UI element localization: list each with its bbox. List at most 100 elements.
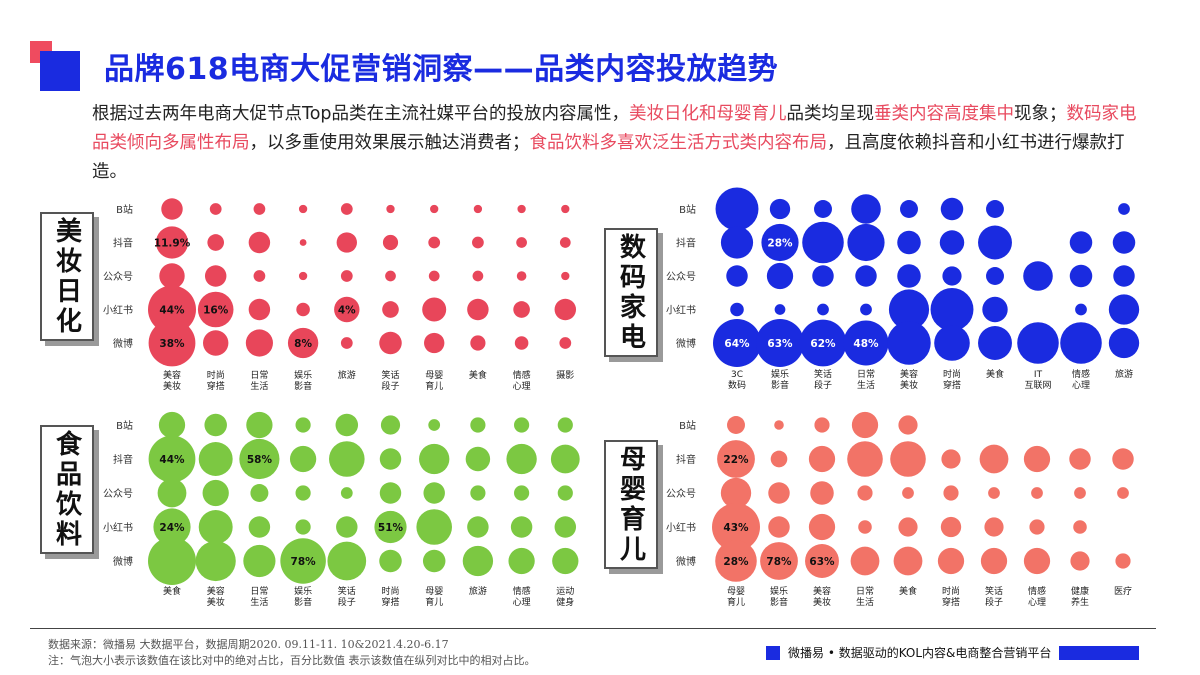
- column-label: 日常生活: [250, 585, 268, 608]
- column-label: 健康养生: [1071, 585, 1089, 608]
- column-label: 日常生活: [857, 368, 875, 391]
- bubble: [295, 519, 311, 535]
- column-label: 美容美妆: [900, 368, 918, 391]
- bubble: [1117, 487, 1129, 499]
- row-label: B站: [679, 203, 696, 216]
- row-label: 抖音: [676, 453, 696, 466]
- bubble: [1029, 519, 1045, 535]
- bubble: [289, 445, 317, 473]
- bubble: [756, 319, 804, 367]
- bubble: [559, 237, 571, 248]
- bubble: [374, 510, 407, 544]
- bubble: [1112, 448, 1134, 470]
- bubble: [900, 200, 918, 218]
- bubble: [514, 336, 529, 350]
- column-label: 娱乐影音: [294, 585, 312, 608]
- bubble: [554, 516, 577, 538]
- bubble: [336, 516, 358, 538]
- bubble: [1017, 322, 1059, 364]
- bubble: [1073, 520, 1087, 534]
- row-label: 小红书: [103, 521, 133, 534]
- row-label: 公众号: [103, 271, 133, 283]
- bubble: [860, 303, 872, 316]
- bubble-value-label: 64%: [724, 338, 750, 350]
- bubble: [243, 544, 276, 578]
- row-label: 微博: [113, 337, 133, 350]
- bubble: [329, 441, 365, 477]
- bubble: [814, 200, 832, 218]
- bubble: [1060, 322, 1102, 364]
- bubble: [561, 204, 570, 214]
- bubble: [940, 197, 964, 221]
- bubble: [1112, 231, 1136, 254]
- panel-label-baby-text: 母婴育儿: [615, 444, 646, 565]
- panel-label-baby: 母婴育儿: [604, 440, 658, 569]
- bubble: [1023, 547, 1051, 575]
- column-label: 旅游: [338, 369, 356, 381]
- bubble: [898, 517, 918, 537]
- bubble: [850, 546, 880, 576]
- bubble: [428, 270, 440, 282]
- bubble: [1075, 303, 1087, 316]
- bubble: [159, 263, 185, 289]
- bubble-value-label: 28%: [723, 556, 749, 568]
- bubble: [470, 417, 486, 433]
- panel-label-digital: 数码家电: [604, 228, 658, 357]
- bubble: [988, 487, 1000, 499]
- bubble: [939, 230, 965, 255]
- bubble: [340, 487, 353, 499]
- bubble: [730, 302, 744, 317]
- bubble: [1108, 294, 1140, 325]
- brand-bar-accent: [1059, 645, 1140, 660]
- column-label: 母婴育儿: [727, 586, 745, 608]
- row-label: 微博: [676, 555, 696, 568]
- bubble-value-label: 44%: [159, 454, 185, 466]
- column-label: 情感心理: [513, 585, 531, 608]
- column-label: 美食: [899, 585, 917, 597]
- bubble: [978, 225, 1012, 260]
- bubble: [379, 482, 402, 504]
- bubble-value-label: 16%: [203, 305, 229, 317]
- summary-text: ，且高度依赖抖音和小红书进行爆款打造。: [92, 133, 1125, 182]
- bubble: [157, 478, 187, 508]
- bubble: [514, 417, 530, 433]
- column-label: 母婴育儿: [425, 586, 443, 608]
- panel-label-digital-text: 数码家电: [615, 232, 646, 353]
- bubble: [298, 204, 308, 214]
- bubble: [982, 296, 1008, 323]
- column-label: 美容美妆: [163, 369, 181, 392]
- bubble: [1031, 487, 1043, 499]
- bubble: [161, 198, 183, 220]
- bubble: [428, 236, 441, 249]
- row-label: B站: [116, 419, 133, 432]
- bubble: [712, 503, 760, 551]
- bubble: [768, 516, 790, 538]
- bubble: [202, 479, 229, 507]
- bubble: [774, 420, 784, 430]
- bubble: [198, 510, 233, 544]
- bubble-value-label: 63%: [767, 338, 793, 350]
- bubble: [1069, 231, 1093, 254]
- row-label: 抖音: [113, 237, 133, 250]
- bubble: [720, 477, 752, 509]
- bubble: [472, 236, 484, 249]
- column-label: 旅游: [1115, 368, 1133, 380]
- panel-label-food: 食品饮料: [40, 425, 94, 554]
- bubble: [516, 271, 527, 281]
- bubble: [379, 549, 402, 573]
- bubble: [508, 547, 535, 575]
- bubble: [559, 337, 572, 349]
- bubble: [557, 485, 573, 501]
- column-label: 母婴育儿: [425, 370, 443, 392]
- bubble: [720, 226, 754, 259]
- bubble-value-label: 22%: [723, 454, 749, 466]
- bubble: [726, 265, 748, 287]
- row-label: B站: [116, 203, 133, 216]
- bubble: [428, 419, 441, 431]
- column-label: 日常生活: [856, 585, 874, 608]
- bubble: [713, 319, 761, 367]
- bubble: [810, 481, 834, 505]
- bubble: [470, 335, 486, 351]
- bubble: [858, 520, 872, 534]
